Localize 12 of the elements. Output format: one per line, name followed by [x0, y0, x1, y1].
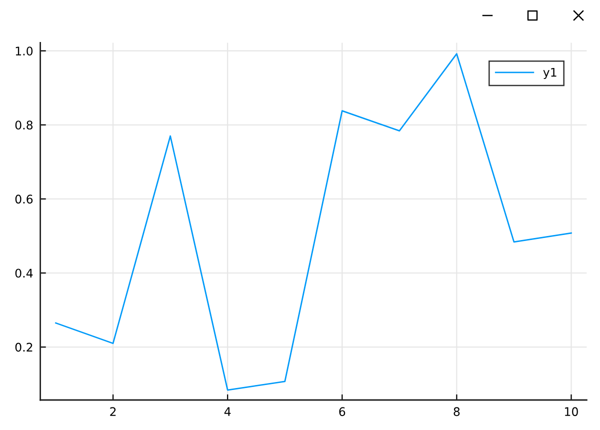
legend-label: y1 [543, 68, 556, 80]
x-tick-label: 10 [565, 407, 578, 416]
x-tick-label: 8 [454, 407, 460, 416]
x-tick-label: 4 [224, 407, 231, 416]
line-series [55, 53, 572, 391]
y-tick-label: 0.6 [15, 194, 33, 204]
y-tick-label: 0.4 [15, 268, 33, 278]
x-tick-label: 6 [339, 407, 346, 416]
y-tick-label: 0.8 [15, 120, 33, 130]
y-tick-label: 0.2 [15, 342, 32, 352]
y-tick-label: 1.0 [16, 46, 33, 56]
x-tick-label: 2 [110, 407, 116, 416]
